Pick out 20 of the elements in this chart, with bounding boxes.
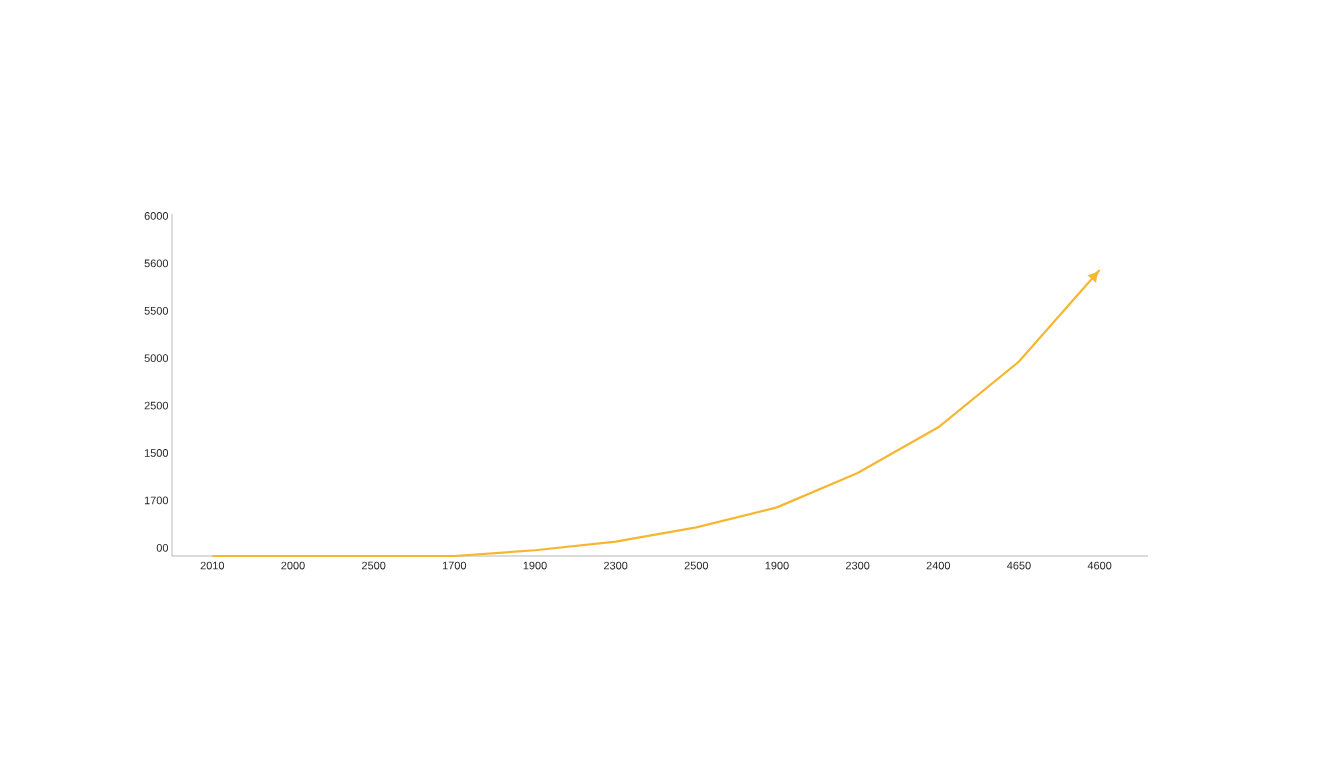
- text: 1500: [144, 449, 169, 457]
- text: 6000: [144, 212, 169, 220]
- text: 2500: [144, 401, 169, 410]
- x-tick-label: 4650: [1007, 561, 1031, 570]
- text: 5000: [144, 354, 169, 363]
- x-tick-label: 1700: [442, 561, 467, 570]
- x-tick-label: 1900: [523, 561, 547, 570]
- text: 1700: [144, 496, 169, 505]
- x-tick-label: 2500: [362, 561, 386, 570]
- text: 5500: [144, 306, 169, 315]
- x-tick-label: 2000: [281, 561, 305, 570]
- x-tick-label: 2010: [200, 561, 225, 570]
- x-tick-label: 2400: [926, 561, 951, 570]
- x-tick-label: 4600: [1087, 561, 1112, 570]
- x-tick-label: 2300: [846, 561, 870, 570]
- x-tick-label: 2300: [604, 561, 628, 570]
- text: 00: [156, 543, 169, 552]
- x-tick-label: 1900: [765, 561, 789, 570]
- x-tick-label: 2500: [684, 561, 709, 570]
- text: 5600: [144, 259, 169, 268]
